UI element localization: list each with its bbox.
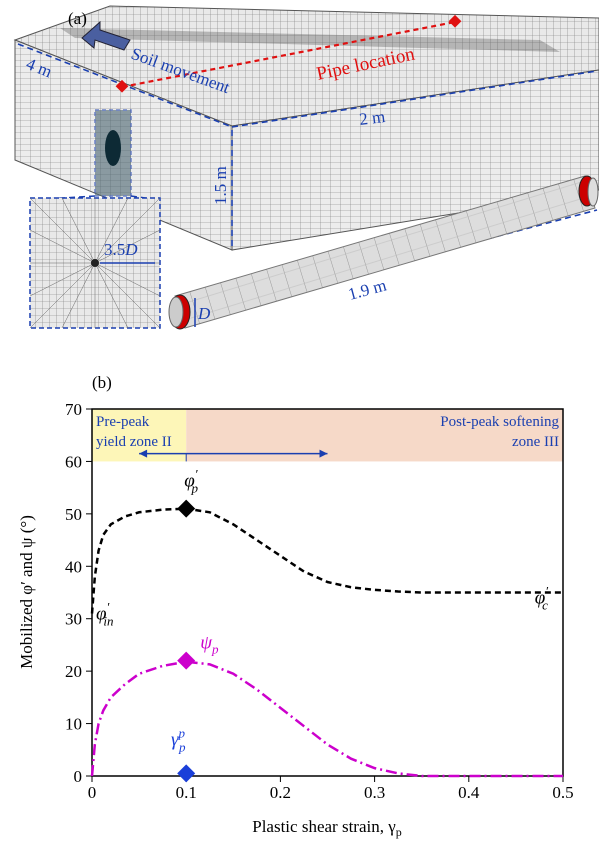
annotation-sup: ′ bbox=[107, 599, 110, 614]
figure: (a) Soil movement Pipe location 4 m 2 m … bbox=[0, 0, 599, 846]
y-tick-label: 10 bbox=[65, 715, 82, 734]
y-tick-label: 60 bbox=[65, 452, 82, 471]
x-tick-label: 0.4 bbox=[458, 783, 480, 802]
zone-label: Post-peak softening bbox=[440, 414, 559, 430]
peak-marker bbox=[177, 500, 195, 518]
annotation-sub: p bbox=[211, 642, 219, 657]
annotation: ψp bbox=[200, 633, 219, 657]
pipe-hole bbox=[105, 130, 121, 166]
zone-label: zone III bbox=[512, 434, 559, 450]
annotation: φ′p bbox=[184, 467, 198, 496]
inset-scale: 3.5D bbox=[104, 240, 138, 259]
annotation-sub: in bbox=[103, 613, 113, 628]
series-line bbox=[92, 662, 563, 776]
x-label-sub: p bbox=[396, 825, 402, 839]
inset-pipe bbox=[91, 259, 99, 267]
plot-frame bbox=[92, 409, 563, 776]
annotation-sub: p bbox=[191, 481, 199, 496]
zone-label: yield zone II bbox=[96, 434, 172, 450]
annotation-sup: ′ bbox=[195, 467, 198, 482]
depth-label: 1.5 m bbox=[211, 166, 230, 205]
peak-marker bbox=[177, 652, 195, 670]
annotation-sub: c bbox=[542, 598, 548, 613]
y-axis-label: Mobilized φ′ and ψ (°) bbox=[17, 515, 36, 669]
annotation-sup: p bbox=[177, 725, 185, 740]
pipe-diameter-label: D bbox=[197, 304, 211, 323]
inset-factor: 3.5 bbox=[104, 240, 125, 259]
x-tick-label: 0.3 bbox=[364, 783, 385, 802]
annotation-sub: p bbox=[178, 739, 186, 754]
x-label-text: Plastic shear strain, γ bbox=[252, 817, 396, 836]
panel-a: (a) Soil movement Pipe location 4 m 2 m … bbox=[15, 6, 599, 329]
y-tick-label: 40 bbox=[65, 557, 82, 576]
x-tick-label: 0 bbox=[88, 783, 97, 802]
x-tick-label: 0.5 bbox=[552, 783, 573, 802]
x-tick-label: 0.1 bbox=[176, 783, 197, 802]
inset-symbol: D bbox=[124, 240, 138, 259]
y-tick-label: 0 bbox=[74, 767, 83, 786]
annotation: φ′c bbox=[535, 584, 549, 613]
y-tick-label: 30 bbox=[65, 610, 82, 629]
annotation: φ′in bbox=[96, 599, 113, 628]
y-tick-label: 70 bbox=[65, 400, 82, 419]
y-tick-label: 50 bbox=[65, 505, 82, 524]
series-line bbox=[92, 509, 563, 614]
zone-label: Pre-peak bbox=[96, 414, 150, 430]
x-tick-label: 0.2 bbox=[270, 783, 291, 802]
annotation-sup: ′ bbox=[545, 584, 548, 599]
y-tick-label: 20 bbox=[65, 662, 82, 681]
pipe-end bbox=[169, 297, 183, 327]
width-label: 2 m bbox=[358, 107, 386, 129]
pipe-end bbox=[588, 178, 598, 206]
panel-label: (a) bbox=[68, 9, 87, 28]
peak-marker bbox=[177, 764, 195, 782]
pipe-length-label: 1.9 m bbox=[346, 275, 388, 303]
panel-label: (b) bbox=[92, 373, 112, 392]
x-axis-label: Plastic shear strain, γp bbox=[252, 817, 401, 839]
